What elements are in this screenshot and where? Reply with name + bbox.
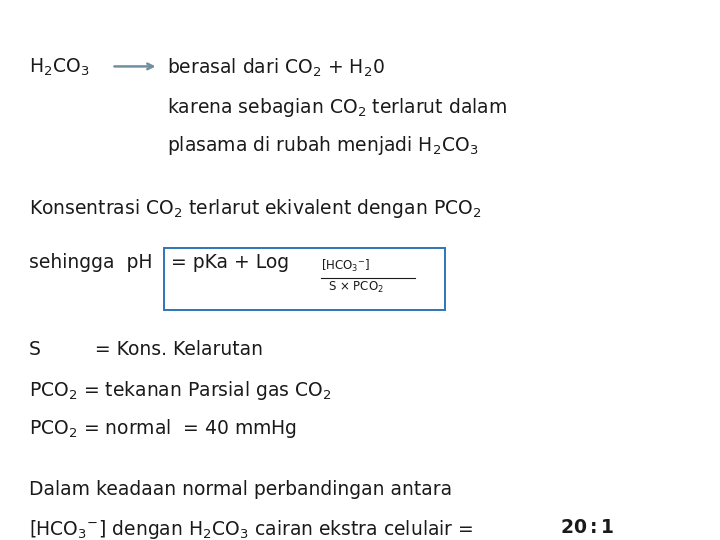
Text: H$_2$CO$_3$: H$_2$CO$_3$ [29,57,89,78]
Text: sehingga  pH: sehingga pH [29,253,153,272]
Text: [HCO$_3$$^{-}$]: [HCO$_3$$^{-}$] [321,258,370,274]
Text: [HCO$_3$$^{-}$] dengan H$_2$CO$_3$ cairan ekstra celulair =: [HCO$_3$$^{-}$] dengan H$_2$CO$_3$ caira… [29,518,475,540]
Bar [164,248,445,310]
Text: PCO$_2$ = normal  = 40 mmHg: PCO$_2$ = normal = 40 mmHg [29,417,297,441]
Text: plasama di rubah menjadi H$_2$CO$_3$: plasama di rubah menjadi H$_2$CO$_3$ [167,134,479,158]
Text: Dalam keadaan normal perbandingan antara: Dalam keadaan normal perbandingan antara [29,480,452,498]
Text: S         = Kons. Kelarutan: S = Kons. Kelarutan [29,340,263,359]
Text: = pKa + Log: = pKa + Log [171,253,289,272]
Text: $\mathbf{20 : 1}$: $\mathbf{20 : 1}$ [560,518,615,537]
Text: Konsentrasi CO$_2$ terlarut ekivalent dengan PCO$_2$: Konsentrasi CO$_2$ terlarut ekivalent de… [29,197,482,220]
Text: karena sebagian CO$_2$ terlarut dalam: karena sebagian CO$_2$ terlarut dalam [167,96,507,119]
Text: S $\times$ PCO$_2$: S $\times$ PCO$_2$ [328,280,384,295]
Text: berasal dari CO$_2$ + H$_2$0: berasal dari CO$_2$ + H$_2$0 [167,57,384,79]
Text: PCO$_2$ = tekanan Parsial gas CO$_2$: PCO$_2$ = tekanan Parsial gas CO$_2$ [29,379,332,402]
